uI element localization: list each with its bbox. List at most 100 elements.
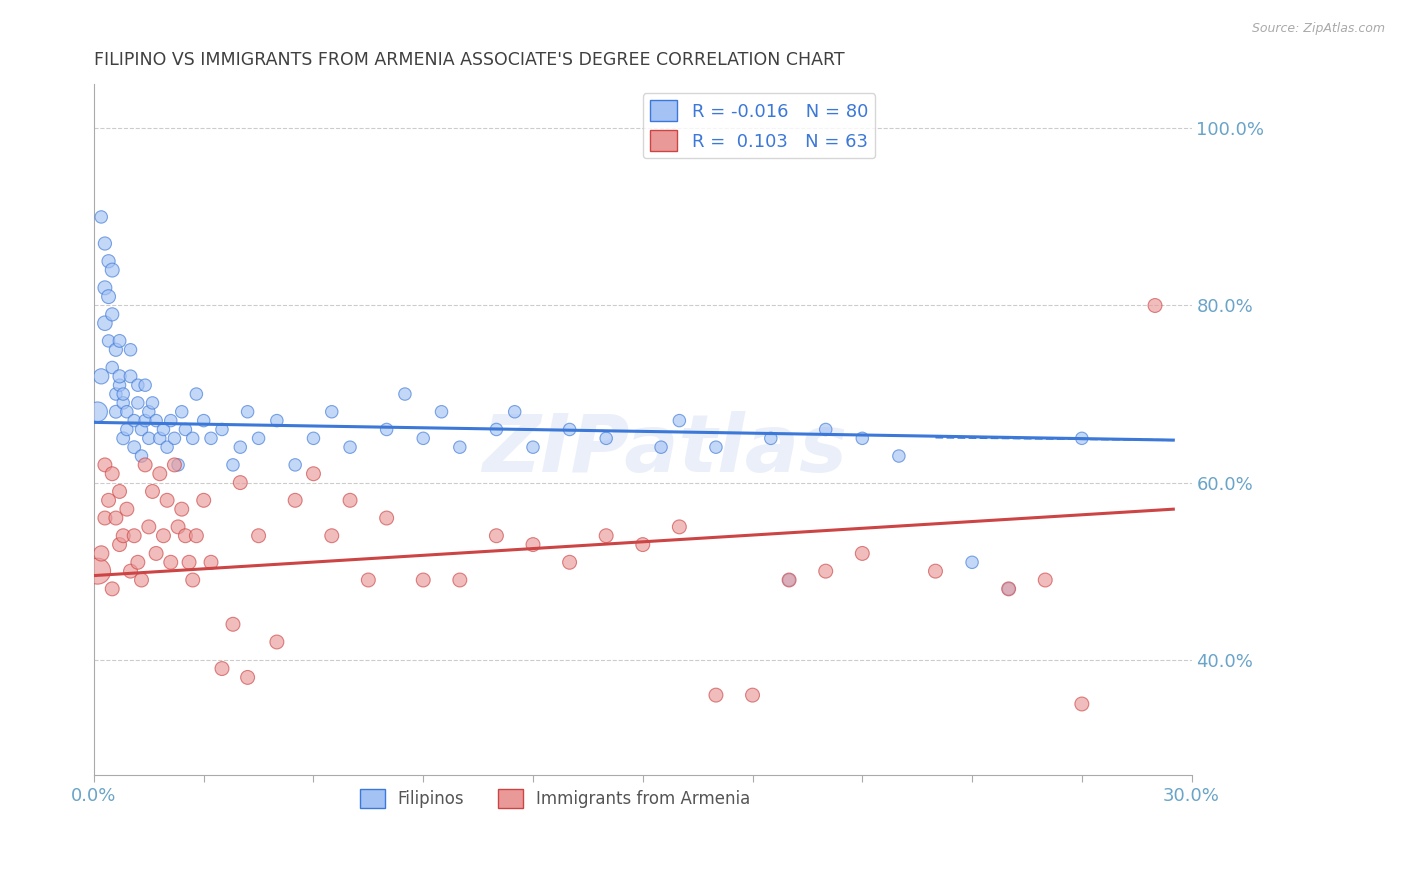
Point <box>595 431 617 445</box>
Point <box>558 555 581 569</box>
Point <box>97 290 120 304</box>
Point <box>887 449 910 463</box>
Point <box>131 573 153 587</box>
Point <box>104 511 127 525</box>
Point <box>115 502 138 516</box>
Point <box>704 440 727 454</box>
Point <box>122 440 145 454</box>
Point <box>127 378 149 392</box>
Point <box>668 520 690 534</box>
Point <box>104 405 127 419</box>
Point <box>595 529 617 543</box>
Point <box>149 431 172 445</box>
Point <box>394 387 416 401</box>
Point <box>181 573 204 587</box>
Point <box>101 307 124 321</box>
Point <box>94 236 117 251</box>
Point <box>851 431 873 445</box>
Point <box>112 431 135 445</box>
Point <box>120 369 142 384</box>
Text: ZIPatlas: ZIPatlas <box>482 411 848 489</box>
Point <box>127 555 149 569</box>
Point <box>101 467 124 481</box>
Point <box>163 458 186 472</box>
Point <box>1033 573 1056 587</box>
Point <box>741 688 763 702</box>
Point <box>485 422 508 436</box>
Point <box>997 582 1019 596</box>
Point <box>997 582 1019 596</box>
Point <box>357 573 380 587</box>
Point <box>814 422 837 436</box>
Point <box>181 431 204 445</box>
Point <box>152 529 174 543</box>
Point <box>222 617 245 632</box>
Point <box>814 564 837 578</box>
Point <box>108 369 131 384</box>
Point <box>177 555 200 569</box>
Point <box>284 458 307 472</box>
Point <box>122 414 145 428</box>
Point <box>503 405 526 419</box>
Point <box>650 440 672 454</box>
Point <box>97 493 120 508</box>
Point <box>174 422 197 436</box>
Point <box>101 263 124 277</box>
Point <box>90 546 112 560</box>
Point <box>522 538 544 552</box>
Point <box>222 458 245 472</box>
Point <box>101 360 124 375</box>
Point <box>170 405 193 419</box>
Point <box>94 511 117 525</box>
Text: Source: ZipAtlas.com: Source: ZipAtlas.com <box>1251 22 1385 36</box>
Point <box>631 538 654 552</box>
Point <box>122 529 145 543</box>
Point <box>97 334 120 348</box>
Point <box>1070 697 1092 711</box>
Point <box>149 467 172 481</box>
Point <box>704 688 727 702</box>
Point <box>97 254 120 268</box>
Point <box>108 378 131 392</box>
Point <box>960 555 983 569</box>
Point <box>759 431 782 445</box>
Point <box>167 520 190 534</box>
Point <box>141 484 163 499</box>
Point <box>152 422 174 436</box>
Point <box>200 555 222 569</box>
Point <box>339 493 361 508</box>
Point <box>112 387 135 401</box>
Point <box>112 529 135 543</box>
Point <box>86 564 108 578</box>
Point <box>200 431 222 445</box>
Point <box>101 582 124 596</box>
Point <box>186 529 208 543</box>
Point <box>186 387 208 401</box>
Point <box>174 529 197 543</box>
Point <box>94 316 117 330</box>
Point <box>229 440 252 454</box>
Point <box>266 635 288 649</box>
Point <box>211 422 233 436</box>
Point <box>321 405 343 419</box>
Point <box>668 414 690 428</box>
Point <box>485 529 508 543</box>
Point <box>141 396 163 410</box>
Text: FILIPINO VS IMMIGRANTS FROM ARMENIA ASSOCIATE'S DEGREE CORRELATION CHART: FILIPINO VS IMMIGRANTS FROM ARMENIA ASSO… <box>94 51 845 69</box>
Point <box>94 458 117 472</box>
Point <box>375 511 398 525</box>
Point <box>163 431 186 445</box>
Point <box>134 378 156 392</box>
Point <box>236 405 259 419</box>
Point <box>211 662 233 676</box>
Point <box>127 396 149 410</box>
Point <box>134 458 156 472</box>
Point <box>120 343 142 357</box>
Point <box>156 493 179 508</box>
Point <box>138 405 160 419</box>
Point <box>375 422 398 436</box>
Point <box>131 422 153 436</box>
Point <box>284 493 307 508</box>
Point <box>108 484 131 499</box>
Point <box>86 405 108 419</box>
